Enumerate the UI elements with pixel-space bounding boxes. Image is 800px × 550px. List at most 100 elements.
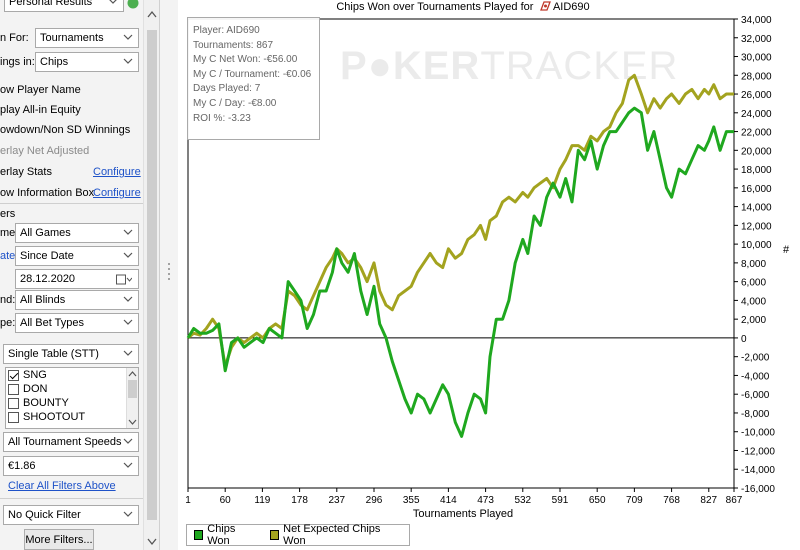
chevron-down-icon[interactable] xyxy=(147,538,157,546)
checkbox[interactable] xyxy=(8,411,19,423)
blinds-select[interactable]: All Blinds xyxy=(15,290,139,310)
y-tick-label: 32,000 xyxy=(741,34,772,45)
chevron-down-icon xyxy=(123,438,133,444)
option-showdown-winnings[interactable]: owdown/Non SD Winnings xyxy=(0,119,143,141)
help-icon[interactable] xyxy=(127,0,139,9)
y-tick-label: -10,000 xyxy=(741,428,775,439)
game-label: me: xyxy=(0,227,19,239)
date-select[interactable]: Since Date xyxy=(15,246,139,266)
checkbox[interactable] xyxy=(8,397,19,409)
watermark-p: P xyxy=(340,44,368,88)
game-value: All Games xyxy=(20,227,71,239)
option-label: ow Player Name xyxy=(0,84,81,96)
chevron-down-icon xyxy=(123,296,133,302)
list-scroll-thumb[interactable] xyxy=(128,380,137,398)
y-tick-label: -14,000 xyxy=(741,465,775,476)
info-net-won: My C Net Won: -€56.00 xyxy=(193,54,298,66)
x-tick-label: 355 xyxy=(403,495,420,506)
option-label: erlay Stats xyxy=(0,166,52,178)
legend-label: Chips Won xyxy=(207,523,236,547)
y-tick-label: 6,000 xyxy=(741,278,766,289)
option-overlay-net-adjusted[interactable]: erlay Net Adjusted xyxy=(0,140,143,162)
panel-splitter[interactable] xyxy=(160,0,178,550)
chevron-up-icon[interactable] xyxy=(147,10,157,18)
x-tick-label: 709 xyxy=(626,495,643,506)
option-show-info-box[interactable]: ow Information Box xyxy=(0,182,143,204)
option-overlay-stats[interactable]: erlay Stats xyxy=(0,161,143,183)
show-for-value: Tournaments xyxy=(40,32,104,44)
y-axis-label: # xyxy=(783,244,790,256)
chevron-down-icon[interactable] xyxy=(128,419,137,426)
information-box: Player: AID690 Tournaments: 867 My C Net… xyxy=(187,17,320,140)
y-tick-label: 4,000 xyxy=(741,296,766,307)
clear-filters-link[interactable]: Clear All Filters Above xyxy=(8,480,116,492)
divider xyxy=(0,203,143,204)
checkbox[interactable] xyxy=(8,383,19,395)
date-input[interactable]: 28.12.2020 xyxy=(15,269,139,289)
show-for-select[interactable]: Tournaments xyxy=(35,28,139,48)
results-type-value: Personal Results xyxy=(9,0,93,8)
show-for-row: n For: xyxy=(0,27,143,49)
y-tick-label: -16,000 xyxy=(741,484,775,495)
chevron-down-icon xyxy=(123,511,133,517)
y-tick-label: 2,000 xyxy=(741,315,766,326)
chevron-down-icon xyxy=(123,319,133,325)
y-tick-label: 26,000 xyxy=(741,90,772,101)
winnings-in-value: Chips xyxy=(40,56,69,68)
series-line-chips-won xyxy=(186,106,734,438)
chevron-down-icon xyxy=(123,350,133,356)
filters-header: ers xyxy=(0,203,143,225)
checkbox-checked[interactable] xyxy=(8,369,19,381)
option-label: play All-in Equity xyxy=(0,104,81,116)
y-tick-label: -6,000 xyxy=(741,390,770,401)
table-type-select[interactable]: Single Table (STT) xyxy=(3,344,139,364)
game-type-don[interactable]: DON xyxy=(6,382,138,396)
x-tick-label: 178 xyxy=(291,495,308,506)
x-tick-label: 1 xyxy=(185,495,191,506)
legend-label: Net Expected Chips Won xyxy=(283,523,381,547)
buyin-select[interactable]: €1.86 xyxy=(3,456,139,476)
speed-select[interactable]: All Tournament Speeds xyxy=(3,432,139,452)
pokertracker-watermark: P●KERTRACKER xyxy=(340,44,679,88)
date-row: ate: xyxy=(0,245,143,267)
winnings-in-select[interactable]: Chips xyxy=(35,52,139,72)
x-tick-label: 650 xyxy=(589,495,606,506)
winnings-in-label: ings in: xyxy=(0,56,35,68)
option-show-player-name[interactable]: ow Player Name xyxy=(0,79,143,101)
chart-title: Chips Won over Tournaments Played for AI… xyxy=(178,1,748,13)
configure-stats-link[interactable]: Configure xyxy=(93,166,141,178)
plot-frame xyxy=(187,18,735,489)
blinds-value: All Blinds xyxy=(20,294,66,306)
game-type-list[interactable]: SNG DON BOUNTY SHOOTOUT xyxy=(5,367,139,429)
more-filters-button[interactable]: More Filters... xyxy=(24,529,94,550)
calendar-icon[interactable] xyxy=(116,274,132,285)
game-select[interactable]: All Games xyxy=(15,223,139,243)
list-scrollbar[interactable] xyxy=(126,368,138,428)
grip-icon[interactable] xyxy=(167,262,171,282)
quick-filter-select[interactable]: No Quick Filter xyxy=(3,505,139,525)
option-display-allin-equity[interactable]: play All-in Equity xyxy=(0,99,143,121)
game-row: me: xyxy=(0,222,143,244)
option-label: erlay Net Adjusted xyxy=(0,145,90,157)
game-type-sng[interactable]: SNG xyxy=(6,368,138,382)
y-tick-label: 20,000 xyxy=(741,146,772,157)
legend-item-chips-won[interactable]: Chips Won xyxy=(194,523,256,547)
results-type-select[interactable]: Personal Results xyxy=(4,0,124,12)
legend-item-net-expected[interactable]: Net Expected Chips Won xyxy=(269,523,395,547)
configure-info-link[interactable]: Configure xyxy=(93,187,141,199)
bet-type-select[interactable]: All Bet Types xyxy=(15,313,139,333)
game-type-shootout[interactable]: SHOOTOUT xyxy=(6,410,138,424)
filters-header-label: ers xyxy=(0,208,16,220)
game-type-bounty[interactable]: BOUNTY xyxy=(6,396,138,410)
info-roi: ROI %: -3.23 xyxy=(193,112,251,124)
y-tick-label: 30,000 xyxy=(741,53,772,64)
y-tick-label: 10,000 xyxy=(741,240,772,251)
chevron-up-icon[interactable] xyxy=(128,370,137,377)
chevron-down-icon xyxy=(123,229,133,235)
panel-scroll-thumb[interactable] xyxy=(147,30,157,520)
blinds-row: nd: xyxy=(0,289,143,311)
line-chart: -16,000 -14,000 -12,000 -10,000 -8,000 -6,000… xyxy=(185,15,775,506)
legend-swatch xyxy=(269,530,280,540)
panel-scrollbar[interactable] xyxy=(143,0,159,550)
x-tick-label: 473 xyxy=(477,495,494,506)
